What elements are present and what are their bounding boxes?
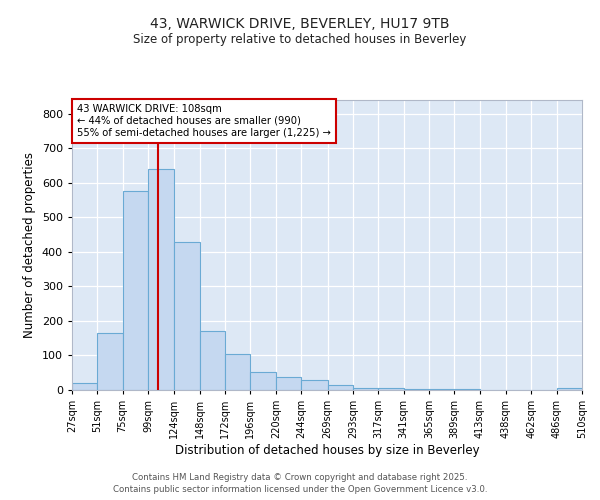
- Text: 43, WARWICK DRIVE, BEVERLEY, HU17 9TB: 43, WARWICK DRIVE, BEVERLEY, HU17 9TB: [150, 18, 450, 32]
- Text: Size of property relative to detached houses in Beverley: Size of property relative to detached ho…: [133, 32, 467, 46]
- Bar: [122, 192, 148, 390]
- Bar: [301, 380, 328, 390]
- Text: Contains HM Land Registry data © Crown copyright and database right 2025.: Contains HM Land Registry data © Crown c…: [132, 472, 468, 482]
- Y-axis label: Number of detached properties: Number of detached properties: [23, 152, 36, 338]
- Text: Contains public sector information licensed under the Open Government Licence v3: Contains public sector information licen…: [113, 485, 487, 494]
- Bar: [557, 388, 582, 390]
- Bar: [378, 388, 404, 390]
- Bar: [404, 389, 429, 390]
- Bar: [72, 383, 97, 390]
- Bar: [175, 242, 200, 390]
- Bar: [276, 377, 301, 390]
- Bar: [328, 385, 353, 390]
- Bar: [225, 354, 250, 390]
- Bar: [148, 169, 175, 390]
- Bar: [353, 388, 378, 390]
- Bar: [97, 333, 122, 390]
- Text: 43 WARWICK DRIVE: 108sqm
← 44% of detached houses are smaller (990)
55% of semi-: 43 WARWICK DRIVE: 108sqm ← 44% of detach…: [77, 104, 331, 138]
- Bar: [200, 332, 225, 390]
- Bar: [250, 372, 276, 390]
- X-axis label: Distribution of detached houses by size in Beverley: Distribution of detached houses by size …: [175, 444, 479, 457]
